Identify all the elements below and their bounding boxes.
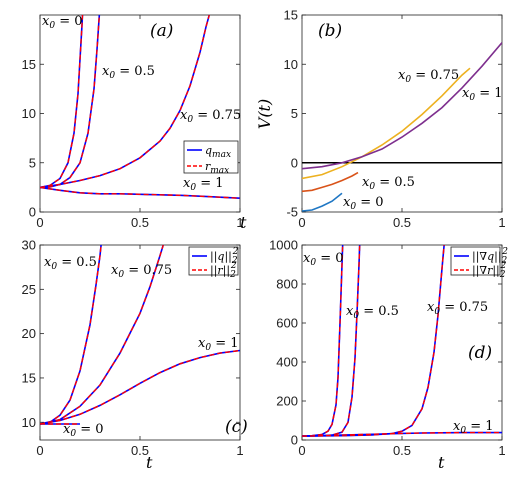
y-tick-label: 10 xyxy=(22,415,36,430)
x-axis-label: t xyxy=(146,453,153,472)
series-line-r-x0-1 xyxy=(40,349,240,425)
y-tick-label: 5 xyxy=(291,106,298,121)
legend-label: ||∇q||22 xyxy=(472,247,508,266)
annotation-x0: x0 = 0.75 xyxy=(111,263,172,280)
legend-box xyxy=(450,246,501,276)
legend-label: ||q||22 xyxy=(210,247,239,266)
series-line-q-x0-0 xyxy=(40,15,84,189)
series-line-x0-1 xyxy=(302,42,502,170)
annotation-x0: x0 = 0.5 xyxy=(362,175,415,192)
annotation-x0: x0 = 0.5 xyxy=(102,64,155,81)
x-tick-label: 1 xyxy=(236,215,243,230)
series-line-r-x0-0.75 xyxy=(40,245,164,425)
y-tick-label: 200 xyxy=(276,394,298,409)
annotation-x0: x0 = 0.75 xyxy=(427,300,488,317)
series-line-r-x0-0 xyxy=(302,245,344,437)
y-tick-label: 5 xyxy=(29,155,36,170)
x-tick-label: 0 xyxy=(36,443,43,458)
y-tick-label: 20 xyxy=(22,326,36,341)
y-tick-label: 0 xyxy=(291,155,298,170)
x-tick-label: 0.5 xyxy=(131,215,149,230)
y-tick-label: 400 xyxy=(276,355,298,370)
x-tick-label: 0.5 xyxy=(131,443,149,458)
x-tick-label: 1 xyxy=(498,215,505,230)
y-tick-label: 800 xyxy=(276,277,298,292)
series-line-r-x0-0.75 xyxy=(40,15,210,189)
annotation-x0: x0 = 1 xyxy=(198,336,239,353)
series-line-r-x0-1 xyxy=(40,186,240,199)
y-tick-label: 10 xyxy=(22,106,36,121)
annotation-x0: x0 = 0 xyxy=(343,195,384,212)
y-tick-label: 30 xyxy=(22,238,36,253)
annotation-x0: x0 = 0 xyxy=(303,251,344,268)
legend: ||q||22||r||22 xyxy=(188,246,239,280)
x-axis-label: t xyxy=(240,213,247,232)
series-line-r-x0-0.5 xyxy=(40,15,101,189)
annotation-x0: x0 = 0.75 xyxy=(180,108,241,125)
series-line-r-x0-0 xyxy=(40,15,84,189)
y-tick-label: 15 xyxy=(22,370,36,385)
y-tick-label: 0 xyxy=(291,433,298,448)
panel-d: 0 0.5 1 0 200 400 600 800 1000 x0 = 0 x0 = 0.5 x0 =… xyxy=(269,238,508,473)
annotation-x0: x0 = 0.75 xyxy=(398,68,459,85)
x-tick-label: 1 xyxy=(498,443,505,458)
legend-label: rmax xyxy=(205,160,229,176)
annotation-x0: x0 = 1 xyxy=(183,176,224,193)
series-line-q-x0-0.5 xyxy=(40,15,101,189)
annotation-x0: x0 = 0.5 xyxy=(346,304,399,321)
annotation-x0: x0 = 0 xyxy=(42,14,83,31)
x-tick-label: 0 xyxy=(298,443,305,458)
y-tick-label: 15 xyxy=(284,8,298,23)
y-tick-label: 1000 xyxy=(269,238,298,253)
y-tick-label: 25 xyxy=(22,282,36,297)
legend-box xyxy=(188,246,239,276)
x-tick-label: 0.5 xyxy=(393,443,411,458)
legend-label: ||∇r||22 xyxy=(472,261,507,280)
annotation-x0: x0 = 0.5 xyxy=(44,255,97,272)
legend: ||∇q||22||∇r||22 xyxy=(450,246,508,280)
x-axis-label: t xyxy=(438,453,445,472)
y-tick-label: 15 xyxy=(22,57,36,72)
legend-label: ||r||22 xyxy=(210,261,237,280)
series-line-r-x0-1 xyxy=(302,431,502,437)
legend-box xyxy=(183,140,239,174)
legend-label: qmax xyxy=(205,144,231,160)
annotation-x0: x0 = 1 xyxy=(462,86,503,103)
x-tick-label: 0 xyxy=(36,215,43,230)
y-axis-label: V(t) xyxy=(255,99,274,129)
series-line-r-x0-0.5 xyxy=(40,245,102,425)
series-line-x0-0.5 xyxy=(302,171,359,193)
x-tick-label: 1 xyxy=(236,443,243,458)
series-line-x0-0.75 xyxy=(302,67,471,180)
panel-label: (d) xyxy=(468,343,492,363)
y-tick-label: 600 xyxy=(276,316,298,331)
annotation-x0: x0 = 0 xyxy=(63,422,104,439)
panel-c: 0 0.5 1 10 15 20 25 30 x0 = 0.5 x0 = 0.75 x0 = 1 x0… xyxy=(22,238,248,473)
y-tick-label: 10 xyxy=(284,57,298,72)
panel-label: (a) xyxy=(150,21,173,41)
annotation-x0: x0 = 1 xyxy=(453,419,494,436)
panel-label: (b) xyxy=(318,21,342,41)
series-line-x0-0 xyxy=(302,192,343,212)
y-tick-label: 0 xyxy=(29,205,36,220)
x-tick-label: 0 xyxy=(298,215,305,230)
x-tick-label: 0.5 xyxy=(393,215,411,230)
y-tick-label: -5 xyxy=(286,205,298,220)
panel-label: (c) xyxy=(225,417,248,437)
